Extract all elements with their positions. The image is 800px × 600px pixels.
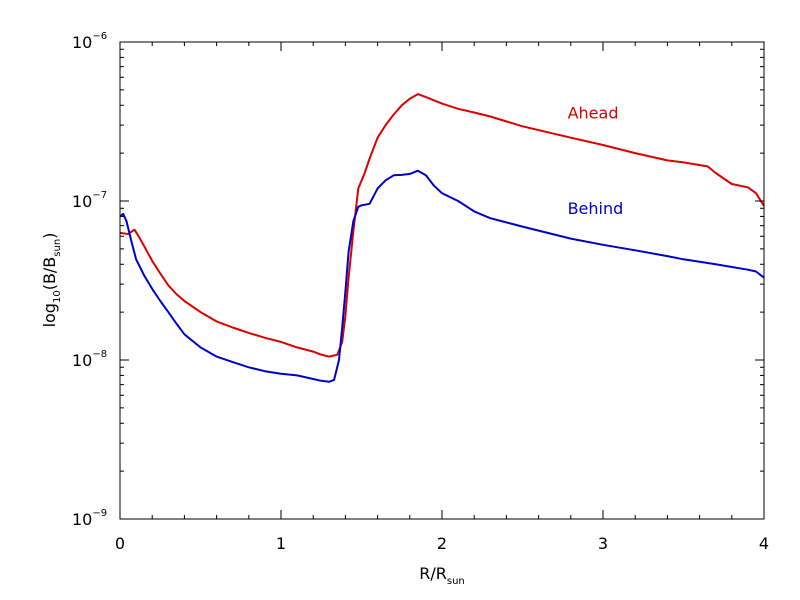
x-axis-title: R/Rsun	[419, 564, 465, 587]
x-tick-label: 1	[276, 534, 286, 553]
series-label-ahead: Ahead	[568, 104, 619, 123]
y-tick-label: 10−8	[72, 349, 107, 370]
y-tick-label: 10−7	[72, 190, 107, 211]
x-tick-labels: 0 1 2 3 4	[115, 534, 769, 553]
x-tick-label: 2	[437, 534, 447, 553]
series-line-behind	[119, 169, 765, 383]
series-labels: Ahead Behind	[568, 104, 624, 218]
series-line-ahead	[119, 93, 765, 358]
y-tick-label: 10−9	[72, 508, 107, 529]
x-tick-label: 0	[115, 534, 125, 553]
x-tick-label: 4	[759, 534, 769, 553]
plot-frame	[119, 41, 765, 520]
y-tick-label: 10−6	[72, 31, 107, 52]
series-label-behind: Behind	[568, 199, 624, 218]
series-lines	[119, 93, 765, 383]
x-tick-label: 3	[598, 534, 608, 553]
y-axis-title: log10(B/Bsun)	[40, 233, 63, 328]
y-tick-labels: 10−9 10−8 10−7 10−6	[72, 31, 107, 529]
axis-ticks	[119, 41, 765, 520]
